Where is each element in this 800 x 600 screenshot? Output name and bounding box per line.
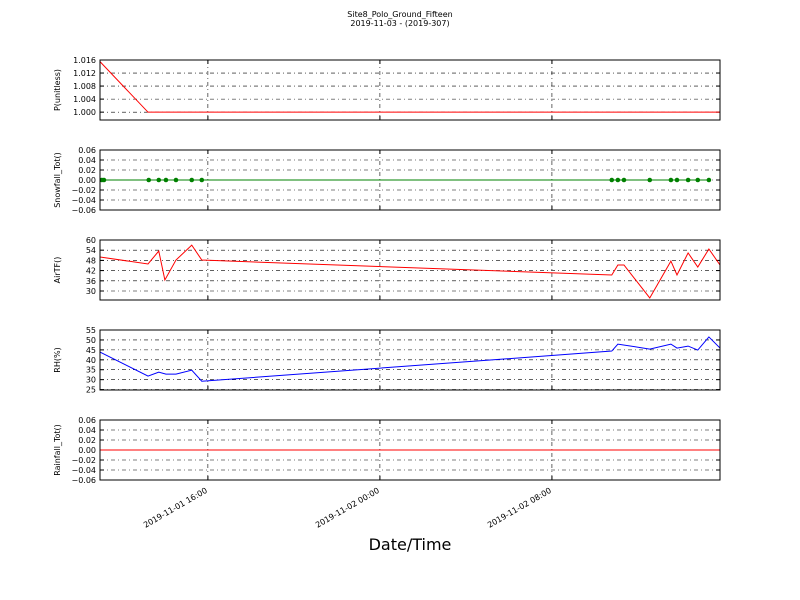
- data-point: [685, 177, 691, 183]
- y-axis-label: Snowfall_Tot(): [53, 152, 62, 208]
- data-point: [156, 177, 162, 183]
- y-axis-label: AirTF(): [53, 257, 62, 284]
- data-point: [199, 177, 205, 183]
- y-axis-label: P(unitless): [53, 69, 62, 111]
- y-tick-label: 30: [86, 287, 96, 296]
- y-tick-label: 0.02: [78, 436, 96, 445]
- plot-frame: [99, 239, 721, 301]
- y-tick-label: 0.00: [78, 176, 96, 185]
- data-point: [163, 177, 169, 183]
- y-tick-label: 55: [86, 326, 96, 335]
- plot-frame: [99, 59, 721, 121]
- y-tick-label: −0.04: [71, 196, 96, 205]
- data-point: [674, 177, 680, 183]
- y-tick-label: −0.06: [71, 476, 96, 485]
- data-point: [695, 177, 701, 183]
- y-tick-label: 40: [86, 356, 96, 365]
- y-tick-label: 0.00: [78, 446, 96, 455]
- y-tick-label: −0.02: [71, 186, 96, 195]
- y-tick-label: 30: [86, 376, 96, 385]
- y-axis-label: RH(%): [53, 347, 62, 372]
- figure-title: Site8_Polo_Ground_Fifteen: [347, 10, 452, 19]
- y-axis-label: Rainfall_Tot(): [53, 424, 62, 476]
- y-tick-label: −0.04: [71, 466, 96, 475]
- plot-frame: [99, 329, 721, 391]
- data-point: [173, 177, 179, 183]
- data-line: [100, 244, 720, 299]
- data-point: [706, 177, 712, 183]
- y-tick-label: −0.06: [71, 206, 96, 215]
- y-tick-label: 0.04: [78, 156, 96, 165]
- y-tick-label: 0.06: [78, 146, 96, 155]
- y-tick-label: 42: [86, 267, 96, 276]
- data-point: [647, 177, 653, 183]
- y-tick-label: 1.016: [73, 56, 96, 65]
- y-tick-label: 35: [86, 366, 96, 375]
- plot-frame: [99, 419, 721, 481]
- data-point: [146, 177, 152, 183]
- data-point: [615, 177, 621, 183]
- y-tick-label: 0.02: [78, 166, 96, 175]
- y-tick-label: 1.008: [73, 82, 96, 91]
- y-tick-label: 0.06: [78, 416, 96, 425]
- data-point: [621, 177, 627, 183]
- x-axis-label: Date/Time: [369, 535, 452, 554]
- y-tick-label: 36: [86, 277, 96, 286]
- y-tick-label: 1.000: [73, 108, 96, 117]
- data-line: [100, 61, 720, 113]
- figure-subtitle: 2019-11-03 - (2019-307): [350, 19, 449, 28]
- data-point: [668, 177, 674, 183]
- y-tick-label: 50: [86, 336, 96, 345]
- y-tick-label: 54: [86, 246, 96, 255]
- y-tick-label: 45: [86, 346, 96, 355]
- data-line: [100, 336, 720, 382]
- y-tick-label: 1.012: [73, 69, 96, 78]
- data-point: [101, 177, 107, 183]
- y-tick-label: 48: [86, 256, 96, 265]
- plot-frame: [99, 149, 721, 211]
- y-tick-label: 0.04: [78, 426, 96, 435]
- y-tick-label: 25: [86, 386, 96, 395]
- y-tick-label: 1.004: [73, 95, 96, 104]
- y-tick-label: 60: [86, 236, 96, 245]
- data-point: [189, 177, 195, 183]
- y-tick-label: −0.02: [71, 456, 96, 465]
- data-point: [609, 177, 615, 183]
